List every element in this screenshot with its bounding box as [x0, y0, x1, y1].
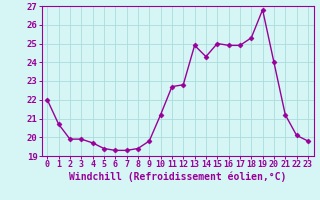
- X-axis label: Windchill (Refroidissement éolien,°C): Windchill (Refroidissement éolien,°C): [69, 172, 286, 182]
